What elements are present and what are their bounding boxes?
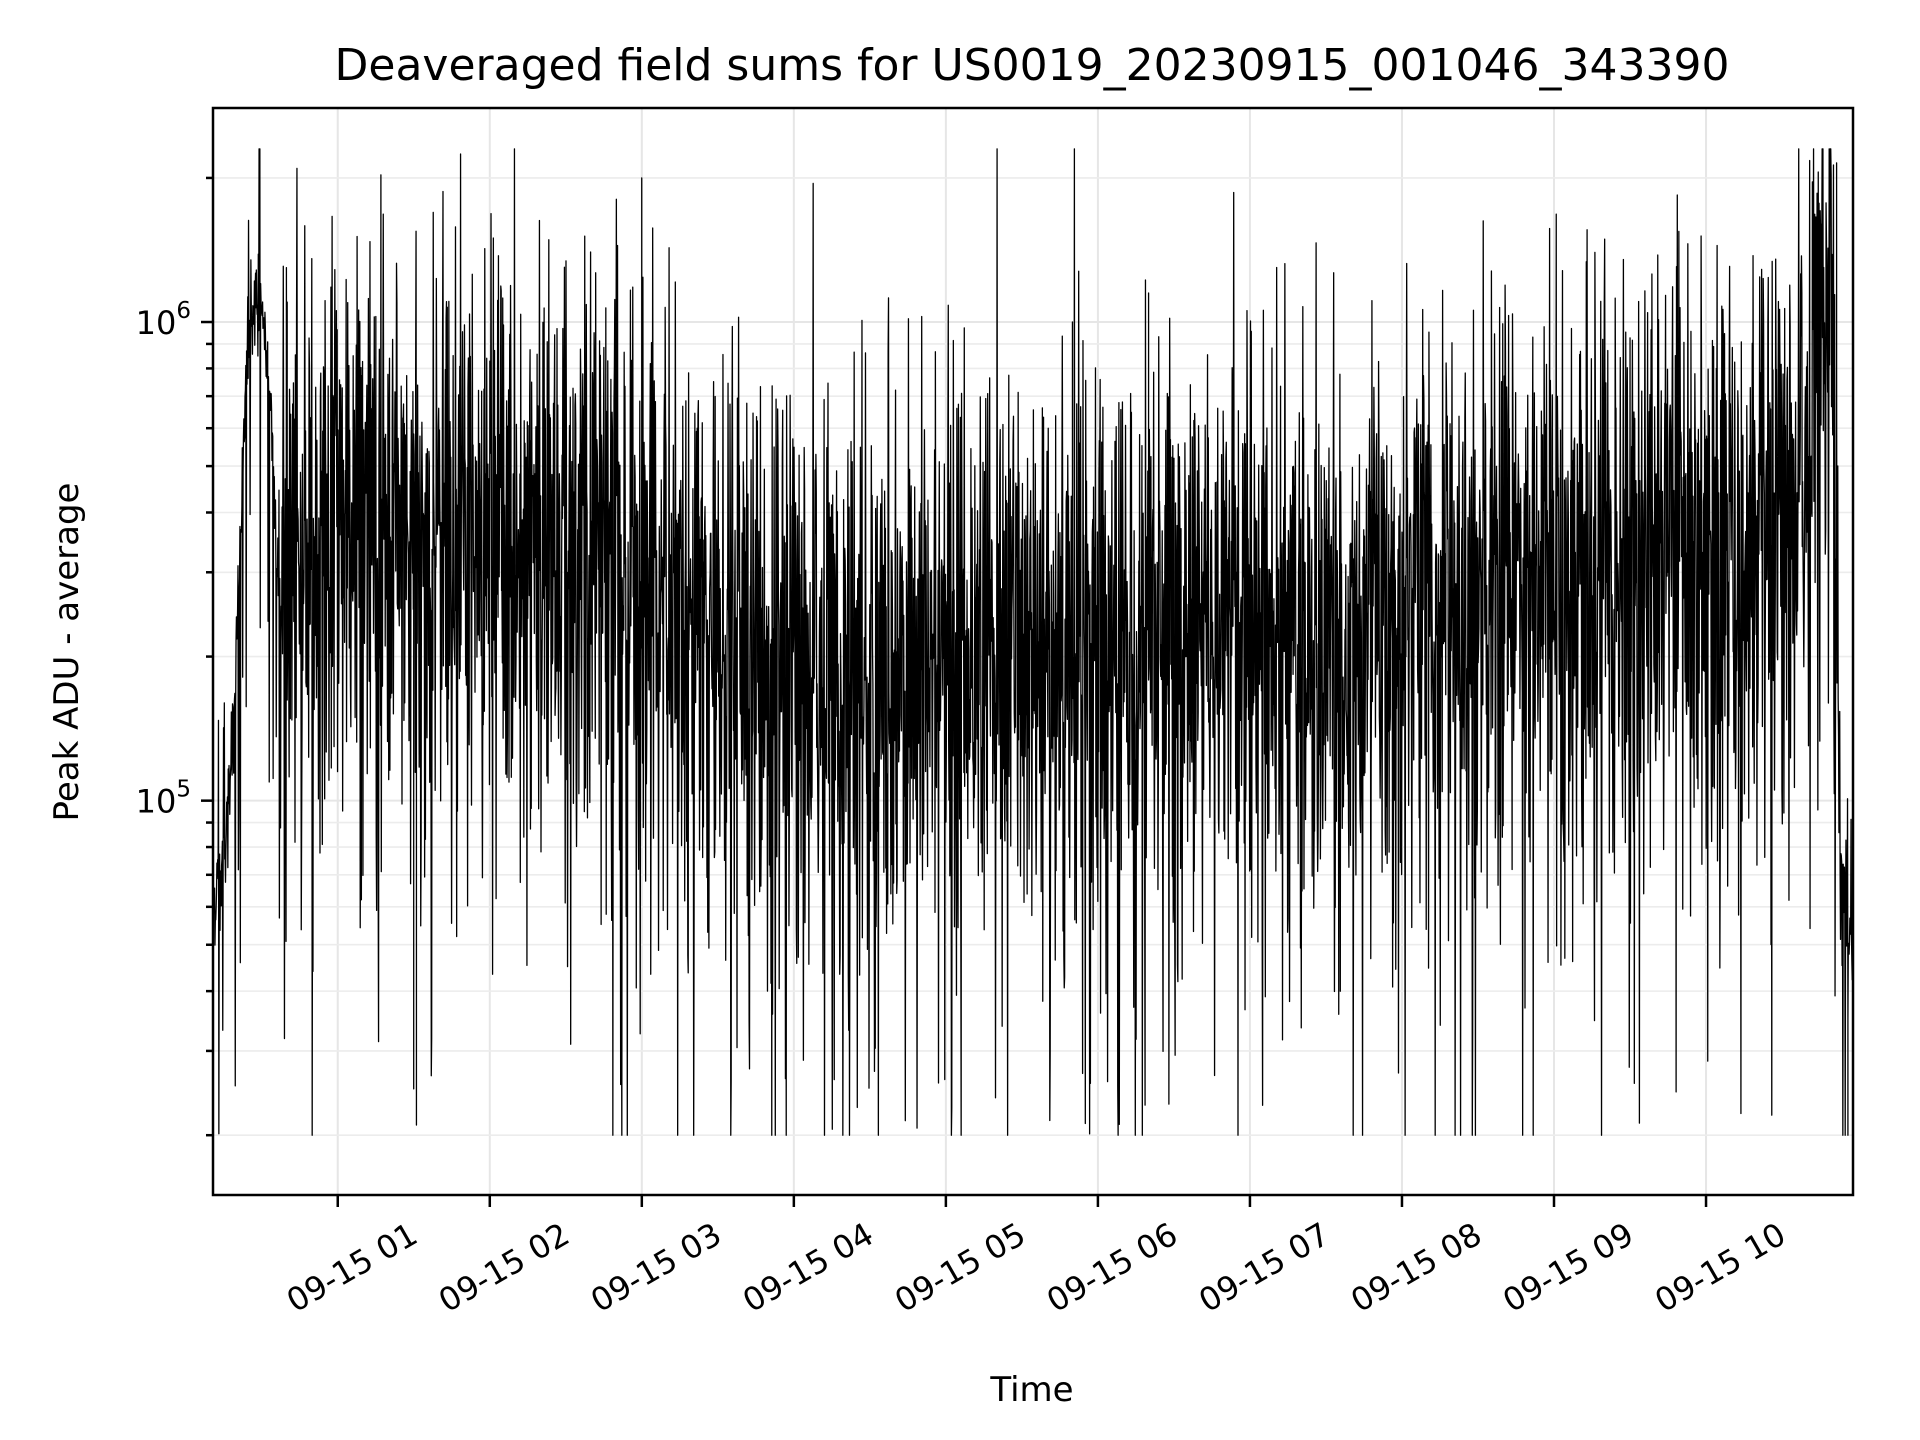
x-tick-label: 09-15 06: [1040, 1215, 1184, 1320]
x-tick-label: 09-15 10: [1648, 1215, 1792, 1320]
x-tick-label: 09-15 01: [280, 1215, 424, 1320]
y-axis: 105 106: [136, 176, 213, 1137]
x-tick-label: 09-15 03: [584, 1215, 728, 1320]
x-tick-label: 09-15 02: [432, 1215, 576, 1320]
plot-area: [213, 148, 1853, 1136]
y-tick-label: 105: [136, 777, 191, 821]
y-tick-label: 106: [136, 298, 191, 342]
x-tick-label: 09-15 09: [1496, 1215, 1640, 1320]
x-tick-label: 09-15 08: [1344, 1215, 1488, 1320]
x-axis-label: Time: [989, 1370, 1073, 1410]
x-tick-label: 09-15 05: [888, 1215, 1032, 1320]
plot-frame: [211, 106, 1855, 1197]
y-axis-label: Peak ADU - average: [47, 483, 87, 822]
x-tick-label: 09-15 04: [736, 1215, 880, 1320]
chart-title: Deaveraged field sums for US0019_2023091…: [335, 40, 1730, 91]
x-axis: 09-15 01 09-15 02 09-15 03 09-15 04 09-15 05…: [280, 1195, 1792, 1320]
series-line: [213, 148, 1853, 1136]
x-tick-label: 09-15 07: [1192, 1215, 1336, 1320]
